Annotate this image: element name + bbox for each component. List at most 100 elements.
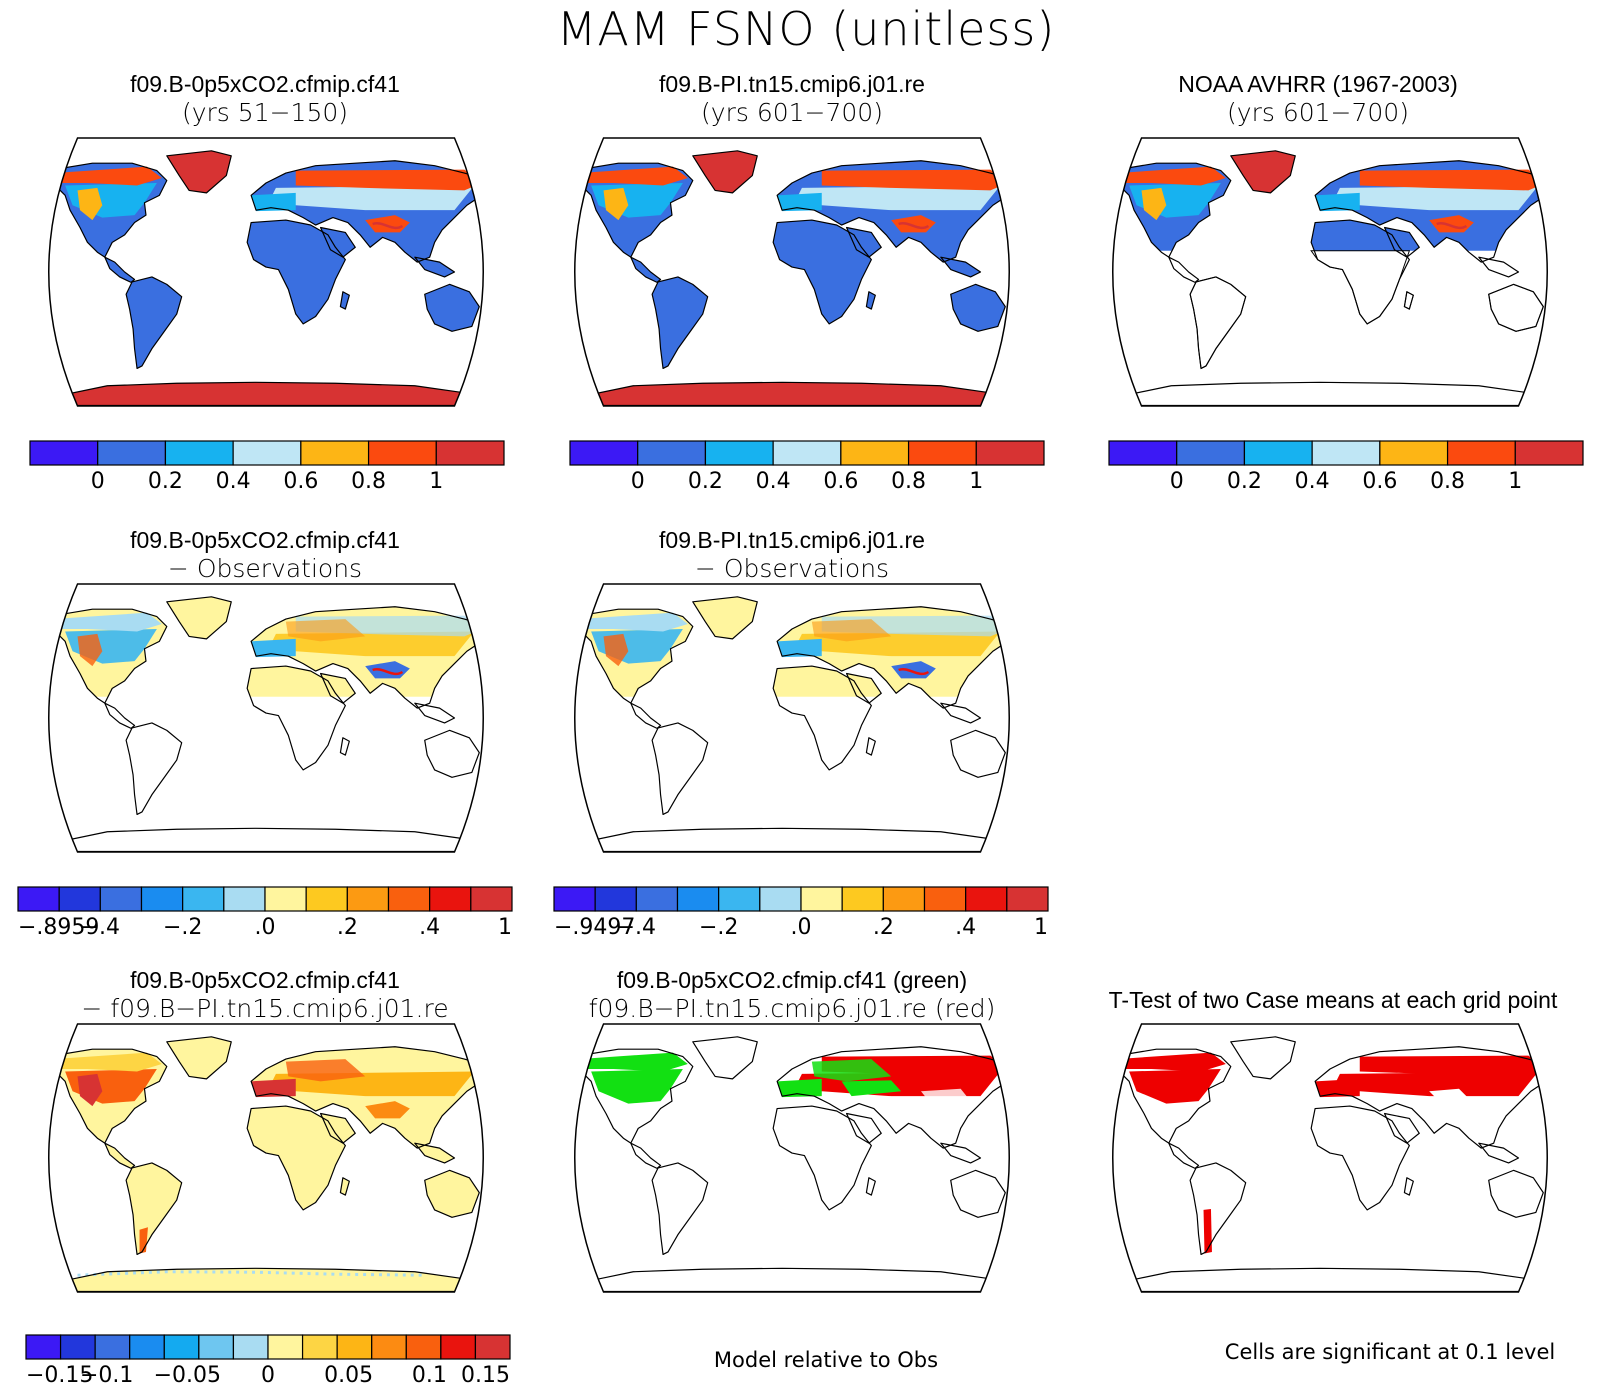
colorbar-tick-label: .4 — [955, 915, 976, 940]
colorbar-tick-label: 0.4 — [1295, 469, 1330, 494]
colorbar-swatch — [223, 886, 266, 912]
colorbar-swatch — [553, 886, 596, 912]
panel-title-3: NOAA AVHRR (1967-2003) (yrs 601−700) — [1063, 70, 1573, 128]
colorbar-swatch — [346, 886, 390, 912]
colorbar-swatch — [1311, 440, 1381, 466]
colorbar-tick-label: −.8959 — [18, 915, 99, 940]
colorbar-1: 0 0.2 0.4 0.6 0.8 1 — [29, 440, 505, 494]
colorbar-swatch — [1379, 440, 1449, 466]
colorbar-swatch — [1514, 440, 1584, 466]
panel-1-title-case: f09.B-0p5xCO2.cfmip.cf41 — [130, 71, 400, 97]
panel-title-1: f09.B-0p5xCO2.cfmip.cf41 (yrs 51−150) — [10, 70, 520, 128]
panel-7-title-case: f09.B-0p5xCO2.cfmip.cf41 (green) — [616, 967, 968, 993]
map-panel-7 — [574, 1023, 1010, 1293]
colorbar-tick-label: −.4 — [617, 915, 656, 940]
colorbar-swatch — [99, 886, 143, 912]
colorbar-swatch — [264, 886, 307, 912]
panel-8-title-ttest: T-Test of two Case means at each grid po… — [1108, 987, 1558, 1013]
colorbar-tick-label: 0 — [91, 469, 105, 494]
colorbar-swatch — [140, 886, 184, 912]
map-panel-2 — [574, 137, 1010, 407]
colorbar-swatch — [474, 1334, 511, 1360]
map-panel-5 — [574, 583, 1010, 853]
colorbar-swatch — [435, 440, 505, 466]
colorbar-swatch — [17, 886, 60, 912]
colorbar-swatch — [232, 1334, 269, 1360]
colorbar-swatch — [718, 886, 761, 912]
colorbar-swatch — [387, 886, 431, 912]
colorbar-tick-label: −.9497 — [554, 915, 635, 940]
colorbar-swatch — [336, 1334, 373, 1360]
colorbar-tick-label: .2 — [337, 915, 358, 940]
colorbar-tick-label: 0.8 — [351, 469, 386, 494]
footnote-cells-significant: Cells are significant at 0.1 level — [1224, 1340, 1556, 1364]
colorbar-tick-label: .0 — [791, 915, 812, 940]
colorbar-tick-label: 0.15 — [461, 1363, 510, 1385]
colorbar-swatch — [300, 440, 370, 466]
panel-5-title-case: f09.B-PI.tn15.cmip6.j01.re — [659, 527, 925, 553]
colorbar-tick-label: 0.6 — [1362, 469, 1397, 494]
map-panel-1 — [48, 137, 484, 407]
panel-2-title-years: (yrs 601−700) — [701, 98, 883, 127]
colorbar-5: −.9497−.4 −.2 .0 .2 .4 1 — [553, 886, 1049, 940]
colorbar-tick-label: .2 — [873, 915, 894, 940]
colorbar-tick-label: 0.4 — [756, 469, 791, 494]
colorbar-4: −.8959−.4 −.2 .0 .2 .4 1 — [17, 886, 513, 940]
colorbar-swatch — [164, 440, 234, 466]
colorbar-swatch — [923, 886, 967, 912]
panel-title-2: f09.B-PI.tn15.cmip6.j01.re (yrs 601−700) — [537, 70, 1047, 128]
colorbar-swatch — [58, 886, 101, 912]
colorbar-swatch — [1446, 440, 1516, 466]
panel-2-title-case: f09.B-PI.tn15.cmip6.j01.re — [659, 71, 925, 97]
panel-4-title-sub: − Observations — [167, 554, 363, 583]
colorbar-swatch — [232, 440, 302, 466]
colorbar-swatch — [405, 1334, 442, 1360]
panel-title-4: f09.B-0p5xCO2.cfmip.cf41 − Observations — [10, 526, 520, 584]
colorbar-6: −0.15−0.1 −0.05 0 0.05 0.1 0.15 — [25, 1334, 511, 1385]
colorbar-swatch — [305, 886, 348, 912]
colorbar-tick-label: −.2 — [163, 915, 202, 940]
colorbar-swatch — [301, 1334, 338, 1360]
colorbar-tick-label: 0 — [631, 469, 645, 494]
colorbar-tick-label: 1 — [969, 469, 983, 494]
colorbar-tick-label: −0.05 — [154, 1363, 221, 1385]
colorbar-tick-label: 1 — [498, 915, 512, 940]
colorbar-swatch — [129, 1334, 165, 1360]
colorbar-tick-label: 1 — [1508, 469, 1522, 494]
colorbar-swatch — [25, 1334, 62, 1360]
colorbar-tick-label: 0.6 — [283, 469, 318, 494]
colorbar-tick-label: 0.4 — [216, 469, 251, 494]
panel-5-title-sub: − Observations — [694, 554, 890, 583]
colorbar-tick-label: 0 — [1170, 469, 1184, 494]
colorbar-swatch — [759, 886, 802, 912]
colorbar-tick-label: 1 — [429, 469, 443, 494]
colorbar-swatch — [800, 886, 843, 912]
colorbar-swatch — [1176, 440, 1246, 466]
colorbar-tick-label: 0.6 — [823, 469, 858, 494]
panel-3-title-years: (yrs 601−700) — [1227, 98, 1409, 127]
colorbar-swatch — [367, 440, 437, 466]
colorbar-swatch — [965, 886, 1008, 912]
colorbar-tick-label: 0 — [261, 1363, 275, 1385]
panel-7-title-sub: f09.B−PI.tn15.cmip6.j01.re (red) — [588, 994, 996, 1023]
colorbar-swatch — [97, 440, 167, 466]
colorbar-2: 0 0.2 0.4 0.6 0.8 1 — [569, 440, 1045, 494]
colorbar-tick-label: −.2 — [699, 915, 738, 940]
panel-1-title-years: (yrs 51−150) — [181, 98, 349, 127]
panel-4-title-case: f09.B-0p5xCO2.cfmip.cf41 — [130, 527, 400, 553]
panel-title-8: T-Test of two Case means at each grid po… — [1063, 986, 1603, 1014]
colorbar-swatch — [676, 886, 720, 912]
colorbar-swatch — [163, 1334, 200, 1360]
footnote-model-relative: Model relative to Obs — [713, 1348, 939, 1372]
colorbar-tick-label: .0 — [255, 915, 276, 940]
colorbar-swatch — [882, 886, 926, 912]
colorbar-swatch — [569, 440, 639, 466]
colorbar-tick-label: 0.2 — [1227, 469, 1262, 494]
colorbar-tick-label: 0.1 — [412, 1363, 447, 1385]
colorbar-swatch — [470, 886, 513, 912]
colorbar-swatch — [704, 440, 774, 466]
panel-title-7: f09.B-0p5xCO2.cfmip.cf41 (green) f09.B−P… — [537, 966, 1047, 1024]
colorbar-swatch — [429, 886, 472, 912]
colorbar-swatch — [635, 886, 679, 912]
colorbar-swatch — [975, 440, 1045, 466]
